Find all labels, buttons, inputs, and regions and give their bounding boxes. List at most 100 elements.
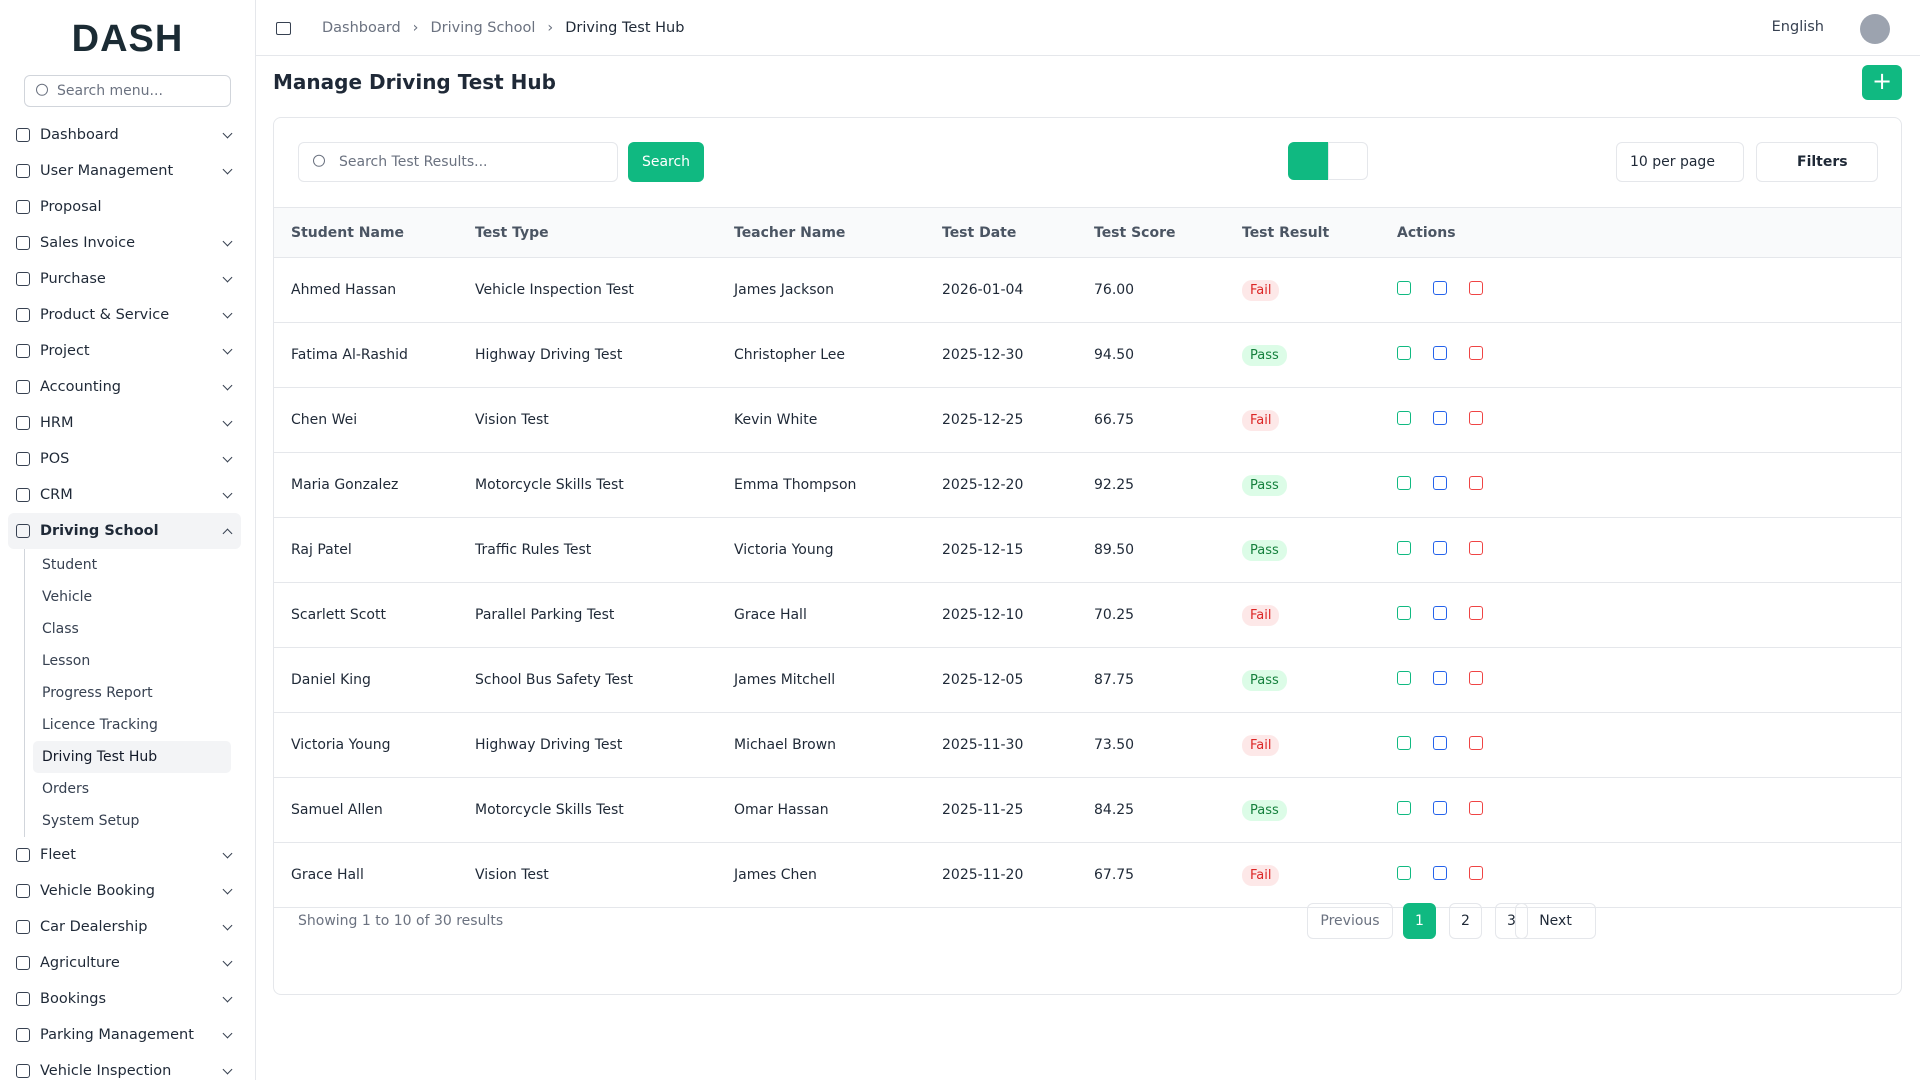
- delete-action[interactable]: [1469, 866, 1483, 880]
- view-action[interactable]: [1397, 606, 1411, 620]
- menu: Dashboard User Management Proposal Sales In…: [0, 117, 255, 1080]
- edit-action[interactable]: [1433, 346, 1447, 360]
- next-button[interactable]: Next: [1515, 903, 1596, 939]
- menu-item[interactable]: Product & Service: [8, 297, 241, 333]
- page-button[interactable]: 1: [1403, 903, 1436, 939]
- menu-item[interactable]: Agriculture: [8, 945, 241, 981]
- cell: Vehicle Inspection Test: [474, 257, 733, 323]
- submenu-item[interactable]: Licence Tracking: [42, 717, 158, 733]
- menu-search[interactable]: Search menu...: [24, 75, 231, 107]
- edit-action[interactable]: [1433, 736, 1447, 750]
- edit-action[interactable]: [1433, 281, 1447, 295]
- menu-label: Purchase: [40, 271, 106, 287]
- filters[interactable]: Filters: [1756, 142, 1878, 182]
- menu-item[interactable]: Proposal: [8, 189, 241, 225]
- search-input[interactable]: Search Test Results...: [298, 142, 618, 182]
- chevron: [222, 956, 233, 967]
- edit-action[interactable]: [1433, 411, 1447, 425]
- cell: 2025-11-20: [941, 842, 1093, 908]
- search-button[interactable]: Search: [628, 142, 704, 182]
- menu-item[interactable]: Car Dealership: [8, 909, 241, 945]
- edit-action[interactable]: [1433, 801, 1447, 815]
- submenu-item[interactable]: Orders: [42, 781, 90, 797]
- cell: Fail: [1241, 387, 1396, 453]
- add-button[interactable]: +: [1862, 65, 1902, 100]
- avatar[interactable]: [1860, 14, 1890, 44]
- menu-item[interactable]: Vehicle Booking: [8, 873, 241, 909]
- menu-item[interactable]: HRM: [8, 405, 241, 441]
- breadcrumb-item[interactable]: Dashboard: [322, 19, 401, 36]
- menu-item[interactable]: Sales Invoice: [8, 225, 241, 261]
- view-action[interactable]: [1397, 541, 1411, 555]
- delete-action[interactable]: [1469, 476, 1483, 490]
- delete-action[interactable]: [1469, 346, 1483, 360]
- view-action[interactable]: [1397, 476, 1411, 490]
- language[interactable]: English: [1771, 19, 1824, 35]
- view-action[interactable]: [1397, 801, 1411, 815]
- column-header: Teacher Name: [733, 207, 941, 258]
- cell: Ahmed Hassan: [274, 257, 474, 323]
- view-action[interactable]: [1397, 736, 1411, 750]
- delete-action[interactable]: [1469, 411, 1483, 425]
- menu-item[interactable]: Purchase: [8, 261, 241, 297]
- submenu-item[interactable]: Lesson: [42, 653, 91, 669]
- cell: School Bus Safety Test: [474, 647, 733, 713]
- edit-action[interactable]: [1433, 476, 1447, 490]
- menu-item[interactable]: Accounting: [8, 369, 241, 405]
- breadcrumb-item[interactable]: Driving School: [430, 19, 536, 36]
- view-action[interactable]: [1397, 281, 1411, 295]
- submenu-item[interactable]: Class: [42, 621, 79, 637]
- menu-item[interactable]: Driving School: [8, 513, 241, 549]
- edit-action[interactable]: [1433, 541, 1447, 555]
- submenu-item[interactable]: Student: [42, 557, 98, 573]
- separator: ›: [412, 19, 419, 36]
- submenu-item[interactable]: System Setup: [42, 813, 140, 829]
- sidebar-toggle[interactable]: [276, 22, 291, 35]
- table-row: Grace Hall Vision Test James Chen 2025-11-2…: [274, 842, 1901, 908]
- view-action[interactable]: [1397, 346, 1411, 360]
- menu-item[interactable]: User Management: [8, 153, 241, 189]
- column-header: Actions: [1396, 207, 1901, 258]
- menu-item[interactable]: Bookings: [8, 981, 241, 1017]
- submenu-item[interactable]: Driving Test Hub: [33, 741, 231, 773]
- actions: [1396, 712, 1901, 778]
- menu-icon: [16, 272, 30, 286]
- page-button[interactable]: 2: [1449, 903, 1482, 939]
- menu-item[interactable]: Project: [8, 333, 241, 369]
- per-page[interactable]: 10 per page: [1616, 142, 1744, 182]
- view-action[interactable]: [1397, 671, 1411, 685]
- cell: Pass: [1241, 452, 1396, 518]
- menu-item[interactable]: CRM: [8, 477, 241, 513]
- menu-item[interactable]: Fleet: [8, 837, 241, 873]
- delete-action[interactable]: [1469, 801, 1483, 815]
- menu-item[interactable]: POS: [8, 441, 241, 477]
- delete-action[interactable]: [1469, 281, 1483, 295]
- cell: 2025-12-10: [941, 582, 1093, 648]
- edit-action[interactable]: [1433, 866, 1447, 880]
- delete-action[interactable]: [1469, 606, 1483, 620]
- previous-button[interactable]: Previous: [1307, 903, 1393, 939]
- edit-action[interactable]: [1433, 671, 1447, 685]
- menu-icon: [16, 308, 30, 322]
- menu-item[interactable]: Parking Management: [8, 1017, 241, 1053]
- cell: James Chen: [733, 842, 941, 908]
- menu-item[interactable]: Vehicle Inspection: [8, 1053, 241, 1080]
- delete-action[interactable]: [1469, 671, 1483, 685]
- grid-view[interactable]: [1328, 142, 1368, 180]
- submenu-item[interactable]: Progress Report: [42, 685, 153, 701]
- delete-action[interactable]: [1469, 736, 1483, 750]
- card: Search Test Results... Search 10 per pag…: [273, 117, 1902, 995]
- table-row: Ahmed Hassan Vehicle Inspection Test James…: [274, 257, 1901, 323]
- view-action[interactable]: [1397, 411, 1411, 425]
- separator: ›: [547, 19, 554, 36]
- page-button[interactable]: 3: [1495, 903, 1528, 939]
- cell: Victoria Young: [733, 517, 941, 583]
- delete-action[interactable]: [1469, 541, 1483, 555]
- table-row: Maria Gonzalez Motorcycle Skills Test Emma…: [274, 452, 1901, 518]
- submenu-item[interactable]: Vehicle: [42, 589, 93, 605]
- edit-action[interactable]: [1433, 606, 1447, 620]
- list-view[interactable]: [1288, 142, 1328, 180]
- view-action[interactable]: [1397, 866, 1411, 880]
- breadcrumb-item: Driving Test Hub: [565, 19, 685, 36]
- menu-item[interactable]: Dashboard: [8, 117, 241, 153]
